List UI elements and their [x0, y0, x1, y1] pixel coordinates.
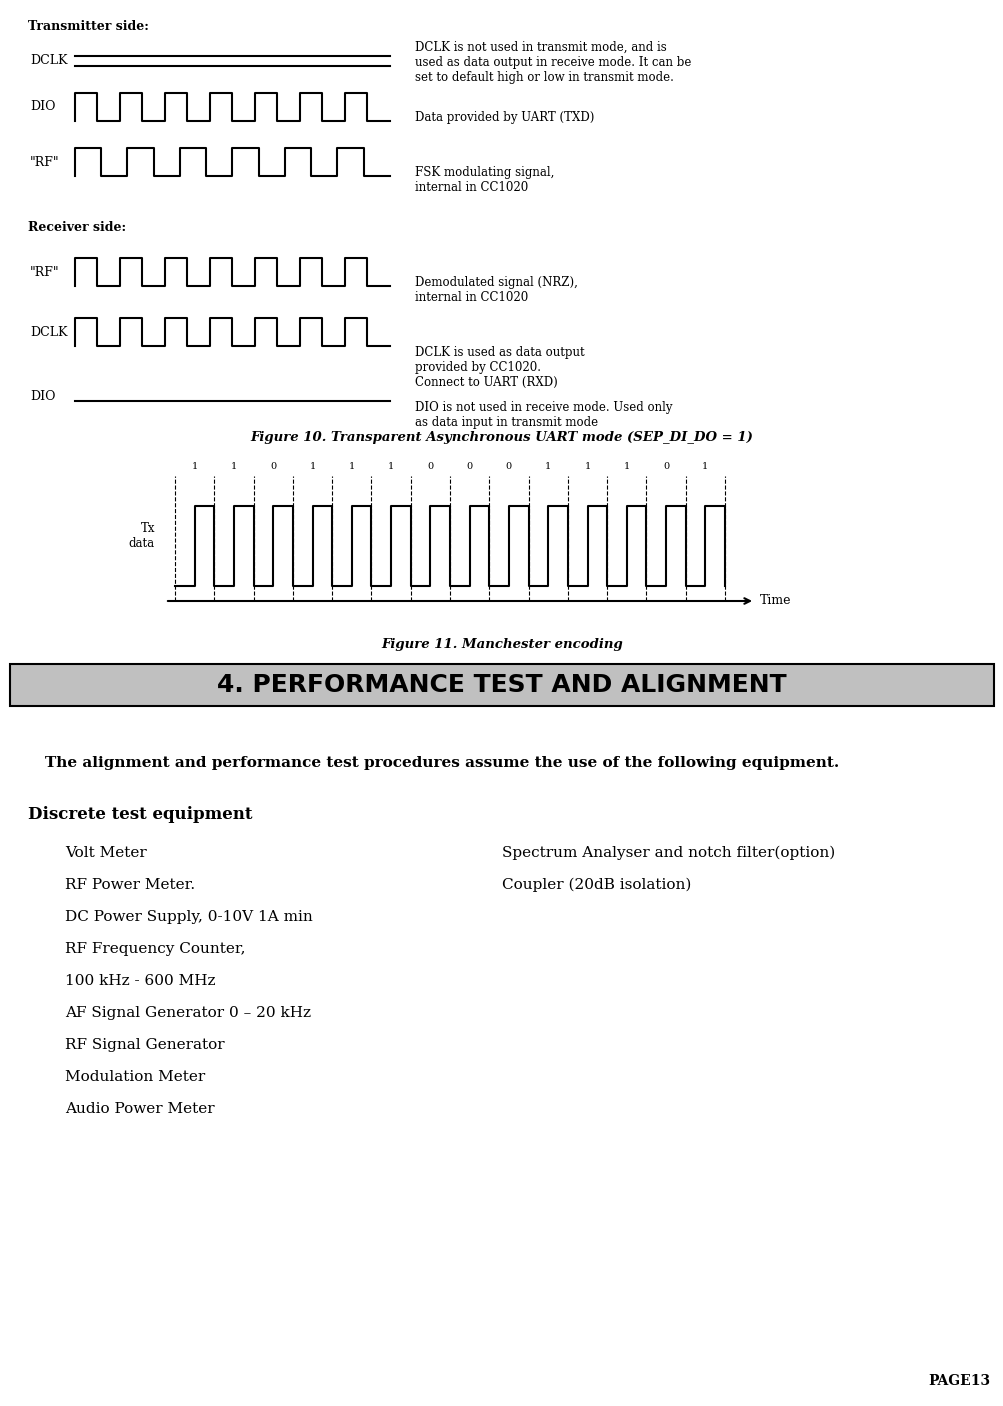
Text: 0: 0	[662, 463, 668, 471]
Text: FSK modulating signal,
internal in CC1020: FSK modulating signal, internal in CC102…	[414, 166, 554, 194]
Text: DC Power Supply, 0-10V 1A min: DC Power Supply, 0-10V 1A min	[65, 910, 313, 924]
Text: Audio Power Meter: Audio Power Meter	[65, 1102, 215, 1116]
Text: 1: 1	[545, 463, 551, 471]
Text: DCLK is used as data output
provided by CC1020.
Connect to UART (RXD): DCLK is used as data output provided by …	[414, 346, 584, 389]
Text: Time: Time	[759, 595, 790, 607]
Text: Figure 10. Transparent Asynchronous UART mode (SEP_DI_DO = 1): Figure 10. Transparent Asynchronous UART…	[251, 432, 752, 444]
Text: Transmitter side:: Transmitter side:	[28, 20, 148, 32]
Text: Tx
data: Tx data	[128, 522, 154, 550]
FancyBboxPatch shape	[10, 664, 993, 706]
Text: DIO is not used in receive mode. Used only
as data input in transmit mode: DIO is not used in receive mode. Used on…	[414, 401, 672, 429]
Text: 1: 1	[348, 463, 354, 471]
Text: 1: 1	[387, 463, 394, 471]
Text: 0: 0	[466, 463, 472, 471]
Text: 1: 1	[701, 463, 708, 471]
Text: DCLK: DCLK	[30, 326, 67, 339]
Text: 1: 1	[584, 463, 590, 471]
Text: Coupler (20dB isolation): Coupler (20dB isolation)	[502, 877, 691, 893]
Text: Demodulated signal (NRZ),
internal in CC1020: Demodulated signal (NRZ), internal in CC…	[414, 276, 578, 304]
Text: 1: 1	[309, 463, 315, 471]
Text: Volt Meter: Volt Meter	[65, 846, 146, 860]
Text: DIO: DIO	[30, 100, 55, 114]
Text: 0: 0	[270, 463, 276, 471]
Text: AF Signal Generator 0 – 20 kHz: AF Signal Generator 0 – 20 kHz	[65, 1007, 311, 1019]
Text: 0: 0	[427, 463, 433, 471]
Text: "RF": "RF"	[30, 156, 59, 169]
Text: Figure 11. Manchester encoding: Figure 11. Manchester encoding	[381, 638, 622, 651]
Text: RF Frequency Counter,: RF Frequency Counter,	[65, 942, 246, 956]
Text: DCLK: DCLK	[30, 55, 67, 67]
Text: DIO: DIO	[30, 389, 55, 402]
Text: Modulation Meter: Modulation Meter	[65, 1070, 205, 1084]
Text: 0: 0	[506, 463, 512, 471]
Text: 1: 1	[192, 463, 198, 471]
Text: 100 kHz - 600 MHz: 100 kHz - 600 MHz	[65, 974, 216, 988]
Text: Discrete test equipment: Discrete test equipment	[28, 806, 252, 823]
Text: 4. PERFORMANCE TEST AND ALIGNMENT: 4. PERFORMANCE TEST AND ALIGNMENT	[217, 673, 786, 697]
Text: 1: 1	[623, 463, 629, 471]
Text: DCLK is not used in transmit mode, and is
used as data output in receive mode. I: DCLK is not used in transmit mode, and i…	[414, 41, 691, 84]
Text: Data provided by UART (TXD): Data provided by UART (TXD)	[414, 111, 594, 124]
Text: PAGE13: PAGE13	[927, 1374, 989, 1388]
Text: 1: 1	[231, 463, 237, 471]
Text: RF Power Meter.: RF Power Meter.	[65, 877, 195, 891]
Text: Receiver side:: Receiver side:	[28, 221, 126, 233]
Text: The alignment and performance test procedures assume the use of the following eq: The alignment and performance test proce…	[45, 756, 839, 770]
Text: "RF": "RF"	[30, 266, 59, 278]
Text: Spectrum Analyser and notch filter(option): Spectrum Analyser and notch filter(optio…	[502, 846, 834, 860]
Text: RF Signal Generator: RF Signal Generator	[65, 1038, 225, 1052]
